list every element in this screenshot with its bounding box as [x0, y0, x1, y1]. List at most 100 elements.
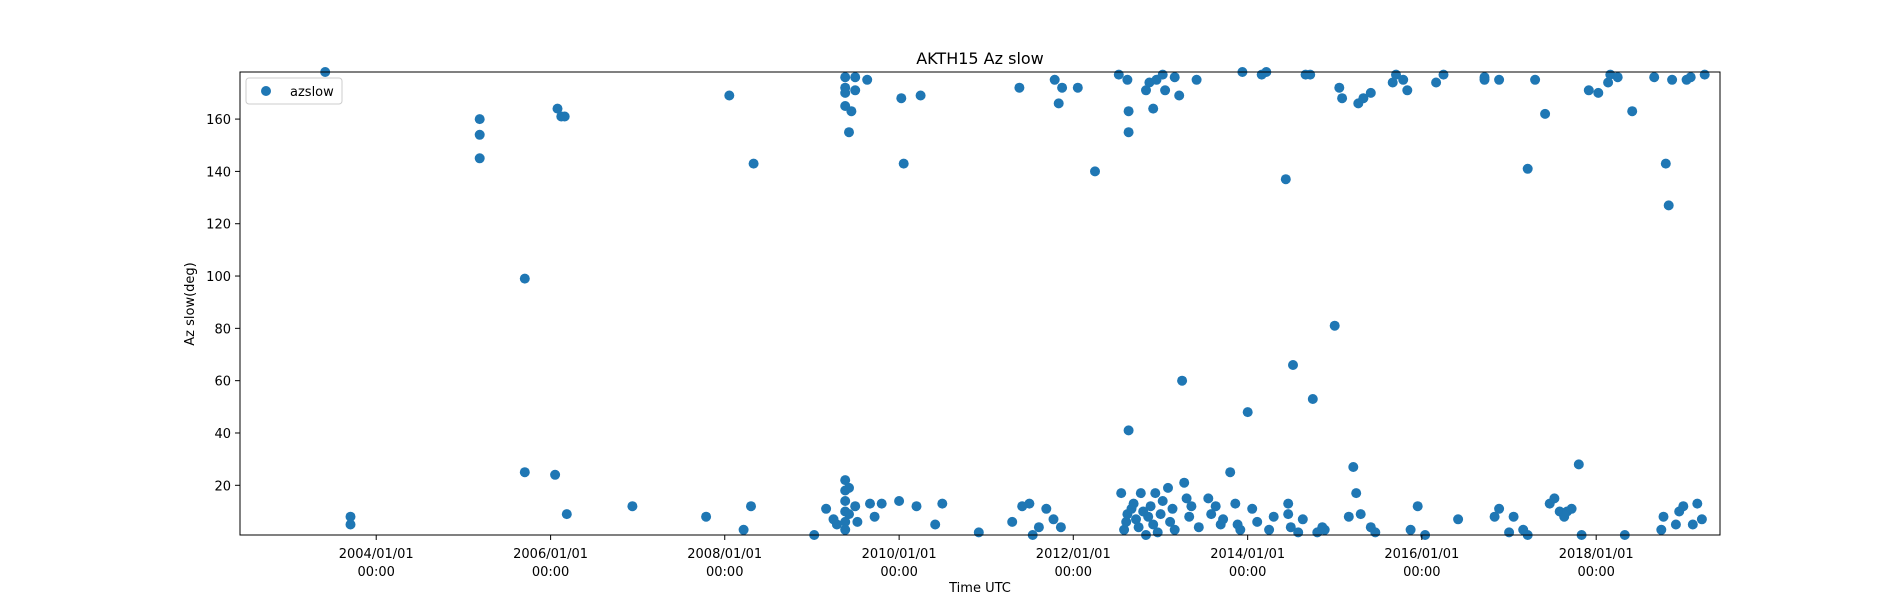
- x-tick-label: 2018/01/01 00:00: [1559, 547, 1634, 580]
- data-point: [1225, 467, 1236, 478]
- y-tick-label: 100: [206, 270, 231, 285]
- data-point: [1334, 82, 1345, 93]
- data-point: [1307, 394, 1318, 404]
- data-point: [1268, 511, 1279, 522]
- data-point: [1479, 74, 1490, 85]
- x-tick-label-line: 00:00: [880, 565, 917, 580]
- data-point: [894, 496, 905, 506]
- data-point: [930, 519, 941, 530]
- data-point: [1305, 69, 1316, 80]
- data-point: [1264, 524, 1275, 535]
- data-point: [1252, 516, 1263, 527]
- data-point: [1090, 166, 1100, 177]
- data-point: [840, 516, 851, 527]
- data-point: [840, 524, 851, 535]
- data-point: [1658, 511, 1669, 522]
- data-point: [876, 498, 887, 509]
- data-point: [1072, 82, 1083, 93]
- x-tick-label-line: 2004/01/01: [339, 547, 414, 562]
- data-point: [840, 87, 851, 98]
- data-point: [1169, 524, 1180, 535]
- data-point: [1122, 74, 1133, 85]
- data-point: [561, 509, 572, 520]
- data-point: [1280, 174, 1291, 185]
- data-point: [1656, 524, 1667, 535]
- data-point: [1113, 69, 1124, 80]
- data-point: [911, 501, 922, 512]
- data-point: [1387, 77, 1398, 88]
- data-point: [1370, 527, 1381, 538]
- data-point: [1319, 524, 1330, 535]
- data-point: [345, 519, 356, 530]
- x-tick-label-line: 2008/01/01: [687, 547, 762, 562]
- data-point: [1288, 360, 1298, 370]
- data-point: [898, 158, 909, 169]
- x-tick-label: 2008/01/01 00:00: [687, 547, 762, 580]
- data-point: [1210, 501, 1221, 512]
- data-points: [320, 67, 1710, 540]
- x-tick-label-line: 2014/01/01: [1210, 547, 1285, 562]
- y-axis-title: Az slow(deg): [183, 262, 198, 345]
- data-point: [1530, 74, 1541, 85]
- data-point: [1123, 106, 1134, 117]
- data-point: [1148, 103, 1159, 114]
- data-point: [474, 153, 485, 164]
- data-point: [1337, 93, 1348, 104]
- data-point: [1494, 503, 1505, 514]
- data-point: [844, 509, 854, 520]
- data-point: [1696, 514, 1707, 525]
- data-point: [844, 482, 854, 493]
- y-axis: 20 40 60 80 100 120 140 160: [206, 113, 240, 494]
- data-point: [1365, 87, 1376, 98]
- data-point: [937, 498, 948, 509]
- data-point: [1123, 425, 1134, 436]
- x-tick-label: 2012/01/01 00:00: [1036, 547, 1111, 580]
- x-tick-label-line: 2010/01/01: [862, 547, 937, 562]
- data-point: [1663, 200, 1674, 211]
- data-point: [1116, 488, 1127, 499]
- data-point: [1678, 501, 1689, 512]
- data-point: [550, 469, 561, 480]
- data-point: [1649, 72, 1660, 83]
- legend-marker: [261, 86, 271, 96]
- data-point: [1128, 498, 1139, 509]
- data-point: [345, 511, 356, 522]
- data-point: [1583, 85, 1594, 96]
- data-point: [1285, 522, 1296, 533]
- x-tick-label-line: 00:00: [357, 565, 394, 580]
- legend-label: azslow: [290, 85, 334, 100]
- data-point: [1048, 514, 1059, 525]
- x-tick-label: 2006/01/01 00:00: [513, 547, 588, 580]
- x-tick-label: 2014/01/01 00:00: [1210, 547, 1285, 580]
- legend: azslow: [245, 77, 343, 105]
- data-point: [1573, 459, 1584, 470]
- y-tick-label: 20: [214, 479, 231, 494]
- data-point: [1145, 501, 1156, 512]
- data-point: [1687, 519, 1698, 530]
- data-point: [1218, 514, 1229, 525]
- data-point: [1603, 77, 1614, 88]
- data-point: [1283, 509, 1294, 520]
- data-point: [552, 103, 563, 114]
- x-tick-label: 2004/01/01 00:00: [339, 547, 414, 580]
- data-point: [1007, 516, 1018, 527]
- data-point: [1402, 85, 1413, 96]
- data-point: [474, 114, 485, 125]
- data-point: [1540, 108, 1551, 119]
- data-point: [1351, 488, 1362, 499]
- y-tick-label: 60: [214, 375, 231, 390]
- data-point: [1141, 85, 1151, 96]
- data-point: [850, 72, 861, 83]
- data-point: [862, 74, 873, 85]
- data-point: [1203, 493, 1214, 504]
- data-point: [1186, 501, 1197, 512]
- data-point: [1165, 516, 1176, 527]
- data-point: [1489, 511, 1500, 522]
- data-point: [850, 85, 861, 96]
- data-point: [840, 72, 851, 83]
- data-point: [1230, 498, 1241, 509]
- x-tick-label-line: 00:00: [1403, 565, 1440, 580]
- data-point: [1053, 98, 1064, 109]
- data-point: [738, 524, 749, 535]
